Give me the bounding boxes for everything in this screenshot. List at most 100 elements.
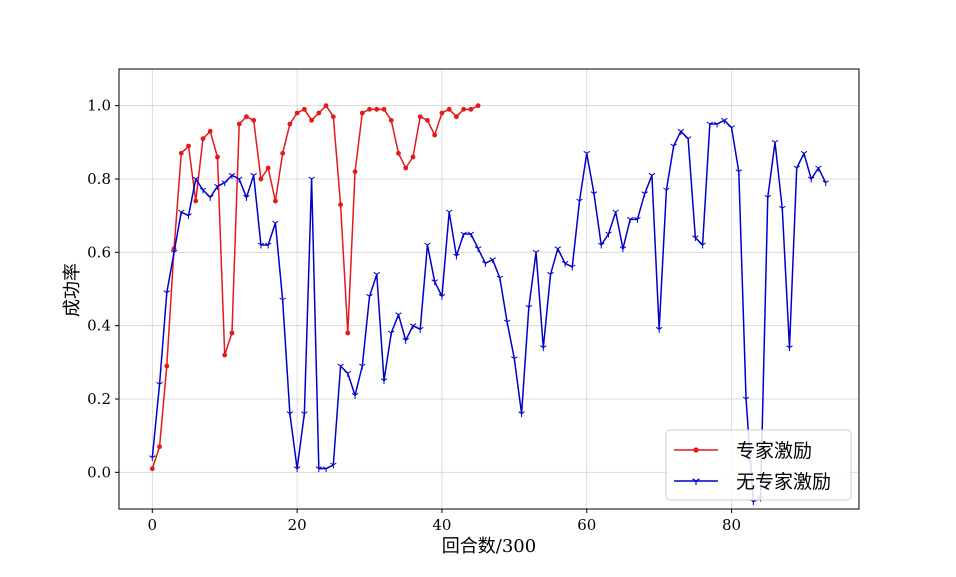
data-point-no-expert xyxy=(518,411,525,418)
data-point-expert xyxy=(396,150,401,156)
data-point-no-expert xyxy=(395,312,402,319)
y-tick-label: 0.8 xyxy=(87,170,111,188)
data-point-no-expert xyxy=(402,337,410,344)
data-point-no-expert xyxy=(670,143,677,150)
data-point-no-expert xyxy=(351,392,359,399)
data-point-no-expert xyxy=(149,455,156,462)
data-point-no-expert xyxy=(728,125,735,132)
data-point-no-expert xyxy=(576,198,583,205)
data-point-no-expert xyxy=(807,176,815,183)
data-point-no-expert xyxy=(257,242,265,249)
data-point-no-expert xyxy=(214,183,221,190)
data-point-no-expert xyxy=(612,209,619,216)
data-point-no-expert xyxy=(655,326,663,333)
data-point-no-expert xyxy=(373,271,381,278)
data-point-no-expert xyxy=(453,253,460,260)
data-point-no-expert xyxy=(540,345,547,352)
data-point-expert xyxy=(178,150,184,156)
data-point-no-expert xyxy=(619,246,627,253)
data-point-no-expert xyxy=(467,231,475,238)
x-tick-label: 0 xyxy=(148,516,158,534)
data-point-no-expert xyxy=(337,363,344,370)
data-point-no-expert xyxy=(192,176,200,183)
data-point-expert xyxy=(388,117,394,123)
data-point-no-expert xyxy=(264,242,272,249)
data-point-expert xyxy=(403,165,409,171)
data-point-expert xyxy=(345,330,351,336)
x-axis-label: 回合数/300 xyxy=(442,536,536,557)
data-point-expert xyxy=(222,352,228,358)
data-point-no-expert xyxy=(554,246,562,253)
data-point-no-expert xyxy=(605,231,612,238)
data-point-no-expert xyxy=(272,220,279,227)
data-point-expert xyxy=(258,176,264,182)
data-point-no-expert xyxy=(474,246,482,253)
data-point-no-expert xyxy=(677,128,685,135)
y-tick-label: 1.0 xyxy=(87,97,111,115)
data-point-expert xyxy=(280,150,286,156)
data-point-expert xyxy=(410,154,416,160)
data-point-expert xyxy=(193,198,199,204)
data-point-no-expert xyxy=(547,271,554,278)
data-point-no-expert xyxy=(778,205,786,212)
data-point-no-expert xyxy=(742,396,750,403)
data-point-expert xyxy=(215,154,220,160)
data-point-no-expert xyxy=(822,180,829,187)
data-point-expert xyxy=(330,114,336,120)
data-point-expert xyxy=(287,121,293,127)
data-point-expert xyxy=(164,363,170,369)
data-point-no-expert xyxy=(206,194,214,201)
x-tick-label: 60 xyxy=(577,516,596,534)
data-point-expert xyxy=(381,106,387,112)
data-point-no-expert xyxy=(170,249,178,256)
data-point-expert xyxy=(432,132,438,138)
data-point-no-expert xyxy=(424,242,431,249)
data-point-no-expert xyxy=(525,304,533,311)
data-point-expert xyxy=(468,106,474,112)
data-point-no-expert xyxy=(185,213,192,220)
legend-label-no-expert: 无专家激励 xyxy=(736,471,831,493)
data-point-expert xyxy=(301,106,307,112)
data-point-no-expert xyxy=(568,264,576,271)
data-point-no-expert xyxy=(721,117,728,124)
data-point-no-expert xyxy=(380,378,388,385)
legend-box xyxy=(665,429,852,501)
data-point-no-expert xyxy=(663,187,670,194)
data-point-expert xyxy=(272,198,278,204)
data-point-expert xyxy=(323,103,329,109)
data-point-no-expert xyxy=(764,194,772,201)
data-point-no-expert xyxy=(156,381,163,388)
data-point-no-expert xyxy=(561,260,569,267)
data-point-no-expert xyxy=(699,242,706,249)
data-point-no-expert xyxy=(735,169,743,176)
data-point-expert xyxy=(229,330,235,336)
data-point-no-expert xyxy=(503,319,511,326)
data-point-expert xyxy=(425,117,430,123)
data-point-no-expert xyxy=(199,187,207,194)
data-point-no-expert xyxy=(243,194,250,201)
y-tick-label: 0.4 xyxy=(87,317,111,335)
data-point-expert xyxy=(475,103,481,109)
data-point-expert xyxy=(454,114,459,120)
data-point-expert xyxy=(446,106,452,112)
data-point-no-expert xyxy=(800,150,808,157)
data-point-no-expert xyxy=(532,249,540,256)
data-point-expert xyxy=(251,117,257,123)
data-point-no-expert xyxy=(583,150,591,157)
data-point-no-expert xyxy=(409,323,417,330)
data-point-no-expert xyxy=(597,242,605,249)
data-point-no-expert xyxy=(634,216,641,223)
series-line-no-expert xyxy=(151,119,827,503)
legend-marker-no-expert xyxy=(692,478,700,485)
data-point-expert xyxy=(207,128,213,134)
data-point-expert xyxy=(461,106,467,112)
data-point-expert xyxy=(294,110,300,116)
data-point-no-expert xyxy=(713,121,721,128)
data-point-no-expert xyxy=(366,293,373,300)
data-point-no-expert xyxy=(315,466,323,473)
data-point-expert xyxy=(374,106,380,112)
legend: 专家激励 无专家激励 xyxy=(665,429,852,501)
data-point-no-expert xyxy=(786,345,793,352)
